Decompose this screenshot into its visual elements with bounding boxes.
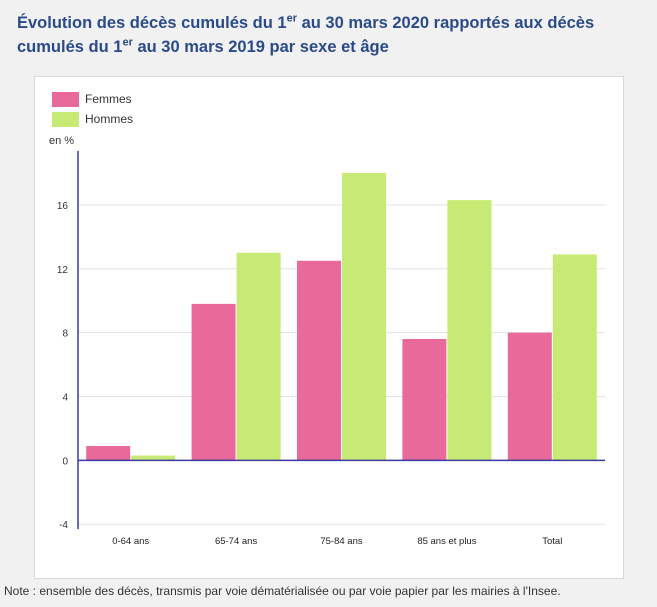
bar-hommes (131, 455, 176, 461)
chart-panel: Femmes Hommes en % -4 0 4 8 12 16 0-64 ans 65-7… (34, 76, 624, 579)
x-tick-label: 75-84 ans (320, 536, 363, 547)
chart-title: Évolution des décès cumulés du 1er au 30… (17, 12, 595, 56)
bar-chart: -4 0 4 8 12 16 0-64 ans 65-74 ans 75-84 ans 85 an… (57, 151, 605, 547)
bar-femmes (402, 339, 447, 461)
footnote: Note : ensemble des décès, transmis par … (4, 584, 561, 598)
bar-hommes (342, 172, 386, 461)
y-tick-label: -4 (59, 520, 68, 531)
x-tick-label: 65-74 ans (215, 536, 258, 547)
legend-swatch-hommes (52, 111, 79, 127)
legend-label-hommes: Hommes (85, 112, 134, 126)
y-tick-label: 16 (57, 201, 69, 212)
bar-femmes (507, 332, 552, 461)
y-axis-unit-label: en % (49, 135, 75, 147)
bar-hommes (236, 252, 281, 461)
y-tick-label: 4 (62, 392, 68, 403)
y-tick-label: 12 (57, 265, 69, 276)
x-tick-label: Total (542, 536, 562, 547)
legend-item-femmes[interactable]: Femmes (52, 91, 132, 107)
y-tick-label: 0 (62, 456, 68, 467)
bar-femmes (86, 445, 131, 461)
bar-femmes (191, 303, 236, 461)
x-tick-label: 85 ans et plus (417, 536, 476, 547)
bar-hommes (447, 200, 492, 461)
bar-femmes (297, 260, 341, 461)
bar-hommes (552, 254, 597, 461)
x-tick-label: 0-64 ans (112, 536, 149, 547)
y-tick-label: 8 (62, 329, 68, 340)
legend-swatch-femmes (52, 91, 79, 107)
legend-item-hommes[interactable]: Hommes (52, 111, 133, 127)
legend-label-femmes: Femmes (85, 92, 132, 106)
